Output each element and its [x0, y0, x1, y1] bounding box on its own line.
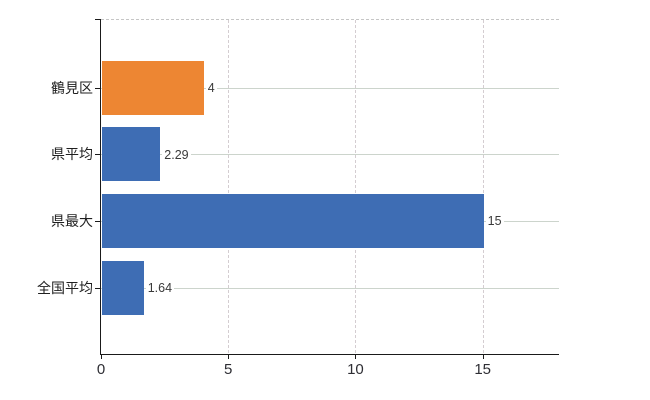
- y-axis-tick: [95, 287, 101, 289]
- bar-value-label: 15: [485, 214, 504, 229]
- category-gridline: [101, 287, 559, 289]
- bar: [102, 193, 484, 248]
- bar-value-label: 1.64: [145, 280, 175, 296]
- y-axis-tick: [95, 220, 101, 222]
- category-label: 県最大: [51, 212, 93, 229]
- category-label: 鶴見区: [51, 79, 93, 96]
- category-gridline: [101, 154, 559, 156]
- x-axis-tick: [101, 355, 102, 359]
- plot-top-border: [101, 19, 559, 20]
- bar: [102, 260, 144, 315]
- vertical-gridline: [355, 20, 357, 353]
- vertical-gridline: [228, 20, 230, 353]
- y-axis-top-tick: [95, 19, 101, 20]
- bar-value-label: 2.29: [162, 147, 191, 162]
- x-tick-label: 0: [96, 361, 106, 378]
- category-gridline: [101, 87, 559, 89]
- category-label: 全国平均: [37, 279, 93, 296]
- x-axis-line: [100, 354, 559, 356]
- x-tick-label: 10: [347, 361, 364, 378]
- bar: [102, 60, 204, 115]
- x-tick-label: 5: [224, 361, 233, 378]
- x-axis-tick: [355, 355, 357, 359]
- x-axis-tick: [482, 355, 484, 359]
- y-axis-tick: [95, 87, 101, 89]
- bar: [102, 127, 161, 182]
- x-tick-label: 15: [474, 361, 491, 378]
- bar-value-label: 4: [205, 80, 217, 96]
- y-axis-tick: [95, 154, 101, 156]
- category-label: 県平均: [51, 146, 93, 163]
- y-axis-line: [100, 19, 102, 355]
- vertical-gridline: [482, 20, 484, 353]
- x-axis-tick: [228, 355, 230, 359]
